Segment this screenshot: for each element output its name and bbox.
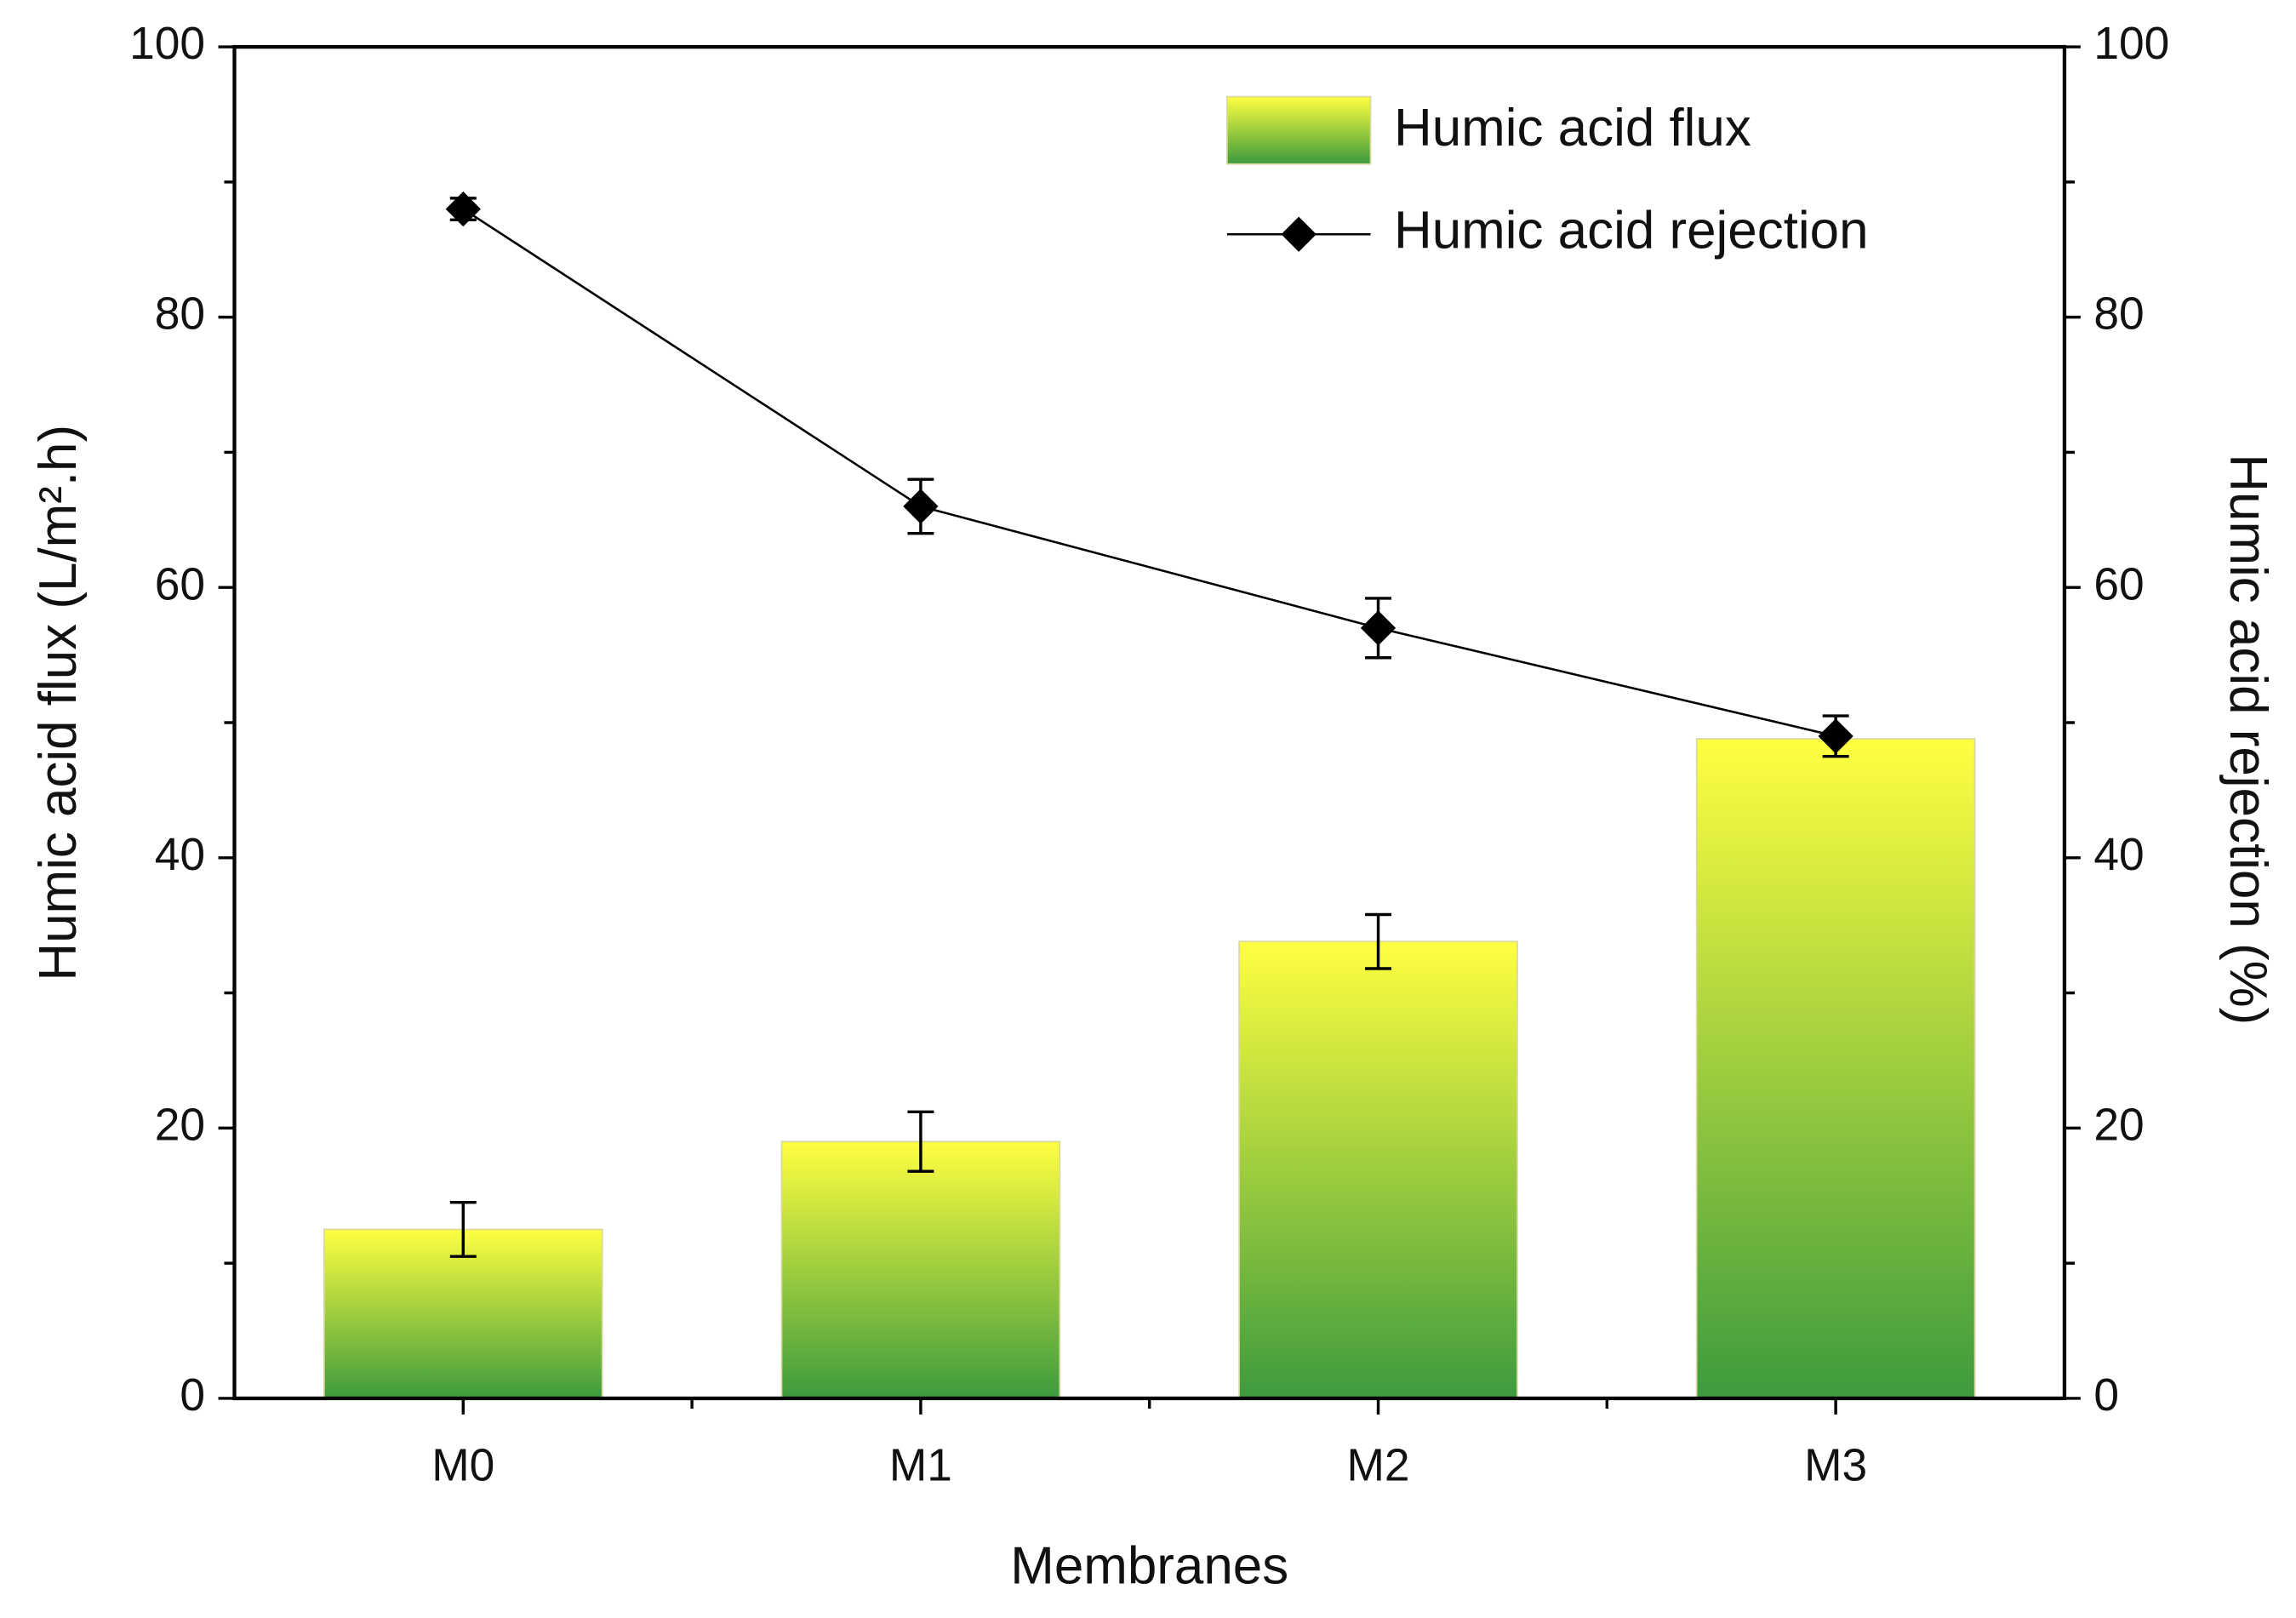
legend-marker xyxy=(1281,216,1316,252)
rejection-marker xyxy=(445,191,481,227)
bar xyxy=(780,1141,1061,1399)
bar xyxy=(1695,738,1976,1399)
y2-axis-title: Humic acid rejection (%) xyxy=(2219,454,2277,1025)
y-axis-title: Humic acid flux (L/m².h) xyxy=(29,425,88,981)
y-tick-label: 100 xyxy=(129,19,205,69)
y-tick-label: 40 xyxy=(155,830,205,880)
y2-tick-label: 20 xyxy=(2093,1100,2144,1150)
x-tick-label: M3 xyxy=(1804,1441,1867,1491)
y2-tick-label: 0 xyxy=(2093,1370,2119,1421)
y-tick-label: 80 xyxy=(155,289,205,340)
y2-tick-label: 40 xyxy=(2093,830,2144,880)
y2-tick-label: 60 xyxy=(2093,559,2144,609)
y2-tick-label: 100 xyxy=(2093,19,2169,69)
rejection-marker xyxy=(903,489,939,524)
x-tick-label: M2 xyxy=(1346,1441,1409,1491)
y-tick-label: 60 xyxy=(155,559,205,609)
legend-label: Humic acid flux xyxy=(1394,99,1751,157)
y-tick-label: 20 xyxy=(155,1100,205,1150)
bar-error xyxy=(907,1110,934,1173)
y2-tick-label: 80 xyxy=(2093,289,2144,340)
x-axis-title: Membranes xyxy=(1010,1537,1288,1596)
legend-label: Humic acid rejection xyxy=(1394,202,1869,260)
x-tick-label: M0 xyxy=(431,1441,494,1491)
bar xyxy=(1238,940,1518,1399)
x-tick-label: M1 xyxy=(889,1441,952,1491)
rejection-marker xyxy=(1360,610,1396,646)
legend-bar-swatch xyxy=(1226,95,1372,165)
rejection-line xyxy=(462,208,1836,738)
bar-error xyxy=(1365,912,1392,970)
bar-error xyxy=(449,1200,477,1258)
y-tick-label: 0 xyxy=(180,1370,205,1421)
rejection-marker xyxy=(1818,718,1853,754)
